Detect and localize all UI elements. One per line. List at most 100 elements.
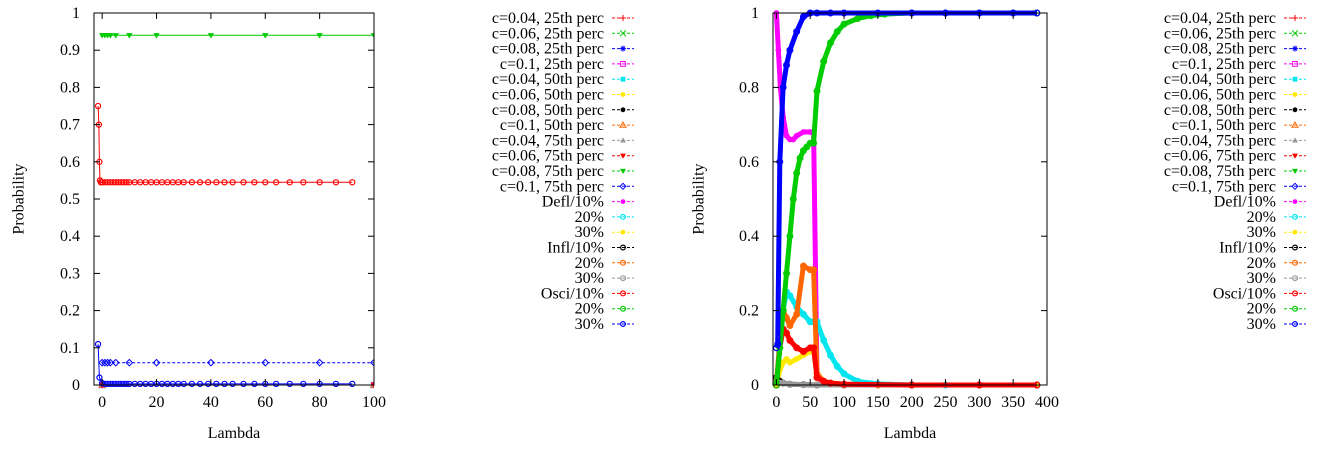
data-point-2-21-4: [779, 83, 787, 91]
legend-key-marker-2-3: [1292, 45, 1298, 52]
data-point-2-19-5: [786, 336, 794, 344]
data-point-1-21-35: [300, 380, 307, 388]
data-point-2-19-7: [799, 348, 807, 355]
y-tick-label-2-5: 0.8: [739, 79, 759, 96]
legend-key-marker-2-17: [1291, 259, 1298, 266]
legend-label-2-13: Defl/10%: [1214, 194, 1276, 211]
legend-key-marker-1-17: [619, 259, 626, 266]
x-tick-label-1-5: 80: [312, 394, 328, 411]
legend-label-1-6: c=0.06, 50th perc: [492, 87, 604, 104]
legend-label-2-9: c=0.04, 75th perc: [1164, 132, 1276, 149]
legend-key-marker-2-7: [1292, 107, 1298, 113]
legend-key-marker-1-2: [619, 29, 627, 37]
data-point-1-19-37: [286, 179, 293, 186]
data-point-2-13-8: [793, 132, 800, 139]
legend-label-1-2: c=0.06, 25th perc: [492, 25, 604, 42]
x-axis-label-2: Lambda: [884, 425, 936, 442]
data-point-2-14-12: [827, 351, 834, 359]
y-tick-label-2-6: 1: [751, 5, 759, 22]
data-point-1-19-26: [180, 179, 187, 186]
x-tick-label-2-9: 400: [1035, 394, 1059, 411]
data-point-1-19-33: [240, 179, 247, 186]
legend-key-marker-1-3: [620, 45, 626, 52]
y-tick-label-1-2: 0.1: [60, 340, 80, 357]
data-point-1-21-30: [240, 380, 247, 388]
legend-key-marker-2-21: [1291, 321, 1298, 328]
data-point-1-11-5: [112, 33, 119, 39]
legend-key-marker-1-7: [620, 107, 626, 113]
data-point-2-21-1: [773, 344, 780, 352]
legend-key-marker-1-12: [619, 182, 627, 191]
data-point-1-11-9: [262, 33, 269, 39]
legend-label-1-19: Osci/10%: [541, 285, 604, 302]
y-tick-label-1-7: 0.6: [60, 154, 80, 171]
data-point-1-21-1: [94, 340, 102, 348]
legend-key-marker-2-1: [1292, 15, 1298, 21]
legend-key-marker-1-11: [620, 168, 626, 174]
data-point-1-21-38: [349, 380, 356, 388]
legend-key-marker-2-11: [1292, 168, 1298, 174]
x-tick-label-2-4: 150: [866, 394, 890, 411]
data-point-2-21-8: [799, 13, 807, 21]
legend-key-marker-2-14: [1291, 213, 1298, 220]
legend-label-1-7: c=0.08, 50th perc: [492, 102, 604, 119]
data-point-1-12-11: [370, 358, 374, 367]
x-axis-label-1: Lambda: [208, 425, 260, 442]
legend-key-marker-2-2: [1291, 29, 1299, 37]
y-axis-label-1: Probability: [11, 163, 28, 234]
data-point-1-19-1: [94, 102, 102, 110]
y-tick-label-1-8: 0.7: [60, 117, 80, 134]
data-point-1-12-2: [100, 358, 109, 367]
x-tick-label-1-6: 100: [362, 394, 386, 411]
legend-label-2-16: Infl/10%: [1219, 240, 1276, 257]
data-point-2-20-9: [799, 147, 807, 155]
data-point-1-21-34: [286, 380, 293, 388]
legend-key-marker-2-8: [1291, 121, 1299, 128]
data-point-2-20-12: [810, 139, 818, 147]
legend-key-marker-2-12: [1291, 182, 1299, 191]
data-point-1-12-4: [106, 358, 115, 367]
legend-label-2-12: c=0.1, 75th perc: [1172, 178, 1276, 195]
data-point-1-12-7: [152, 358, 161, 367]
data-point-2-19-10: [813, 374, 821, 382]
legend-label-2-1: c=0.04, 25th perc: [1164, 10, 1276, 27]
legend-label-1-17: 20%: [575, 255, 604, 272]
legend-label-2-3: c=0.08, 25th perc: [1164, 41, 1276, 58]
legend-key-marker-1-18: [619, 275, 626, 282]
legend-label-1-5: c=0.04, 50th perc: [492, 71, 604, 88]
y-tick-label-1-5: 0.4: [60, 228, 80, 245]
data-point-2-15-6: [793, 356, 800, 362]
plot-frame-2: [772, 12, 1048, 386]
legend-key-marker-2-6: [1292, 92, 1298, 97]
legend-key-marker-1-9: [620, 137, 626, 143]
legend-label-2-14: 20%: [1247, 209, 1276, 226]
y-tick-label-2-1: 0: [751, 377, 759, 394]
y-tick-label-1-11: 1: [72, 5, 80, 22]
data-point-1-12-1: [98, 358, 107, 367]
legend-label-2-10: c=0.06, 75th perc: [1164, 148, 1276, 165]
data-point-1-19-39: [316, 179, 323, 186]
data-point-1-21-23: [180, 380, 187, 388]
x-tick-label-2-2: 50: [802, 394, 818, 411]
legend-key-marker-2-18: [1291, 275, 1298, 282]
data-point-2-15-5: [787, 359, 793, 366]
data-point-2-20-18: [854, 15, 862, 23]
data-point-1-12-9: [261, 358, 270, 367]
data-point-1-21-27: [213, 380, 220, 388]
data-point-2-21-2: [774, 340, 782, 348]
data-point-1-12-6: [125, 358, 134, 367]
y-tick-label-1-6: 0.5: [60, 191, 80, 208]
legend-label-2-4: c=0.1, 25th perc: [1172, 56, 1276, 73]
data-point-1-19-29: [205, 179, 212, 186]
data-point-1-21-12: [123, 380, 130, 388]
legend-label-2-21: 30%: [1247, 316, 1276, 333]
legend-label-1-3: c=0.08, 25th perc: [492, 41, 604, 58]
legend-label-2-6: c=0.06, 50th perc: [1164, 87, 1276, 104]
legend-label-1-8: c=0.1, 50th perc: [500, 117, 604, 134]
data-point-2-17-8: [806, 266, 814, 274]
data-point-2-20-17: [840, 20, 848, 28]
series-line-1-19: [97, 105, 353, 183]
data-point-2-19-12: [827, 379, 834, 387]
